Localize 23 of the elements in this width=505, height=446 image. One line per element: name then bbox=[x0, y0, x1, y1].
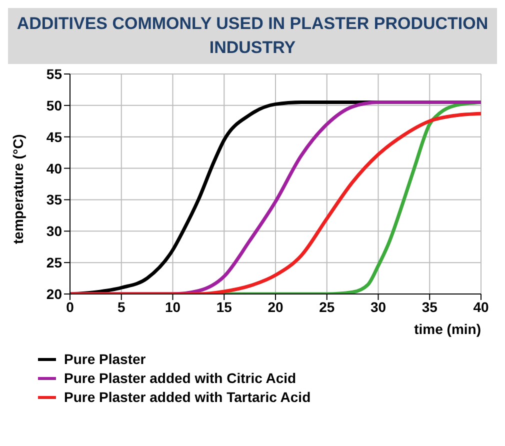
x-tick-label: 30 bbox=[370, 298, 386, 315]
chart-title: ADDITIVES COMMONLY USED IN PLASTER PRODUCTION INDUSTRY bbox=[8, 8, 497, 64]
y-axis-title: temperature (°C) bbox=[10, 134, 26, 244]
y-tick-label: 45 bbox=[46, 128, 62, 145]
x-tick-label: 25 bbox=[319, 298, 335, 315]
y-tick-label: 30 bbox=[46, 223, 62, 240]
x-tick-label: 0 bbox=[66, 298, 74, 315]
legend-label: Pure Plaster added with Citric Acid bbox=[64, 369, 296, 388]
y-tick-label: 35 bbox=[46, 192, 62, 208]
y-tick-label: 55 bbox=[46, 66, 62, 82]
x-tick-label: 35 bbox=[422, 298, 438, 315]
x-tick-label: 15 bbox=[216, 298, 232, 315]
x-tick-label: 10 bbox=[164, 298, 181, 315]
legend-label: Pure Plaster bbox=[64, 350, 146, 369]
y-tick-label: 50 bbox=[46, 97, 62, 114]
x-tick-label: 40 bbox=[473, 298, 489, 315]
legend-label: Pure Plaster added with Tartaric Acid bbox=[64, 388, 311, 407]
y-tick-label: 25 bbox=[46, 254, 62, 271]
x-tick-label: 5 bbox=[117, 298, 126, 315]
x-axis-title: time (min) bbox=[414, 321, 481, 337]
y-tick-label: 20 bbox=[46, 286, 62, 302]
y-tick-label: 40 bbox=[46, 160, 62, 176]
x-tick-label: 20 bbox=[268, 298, 284, 315]
